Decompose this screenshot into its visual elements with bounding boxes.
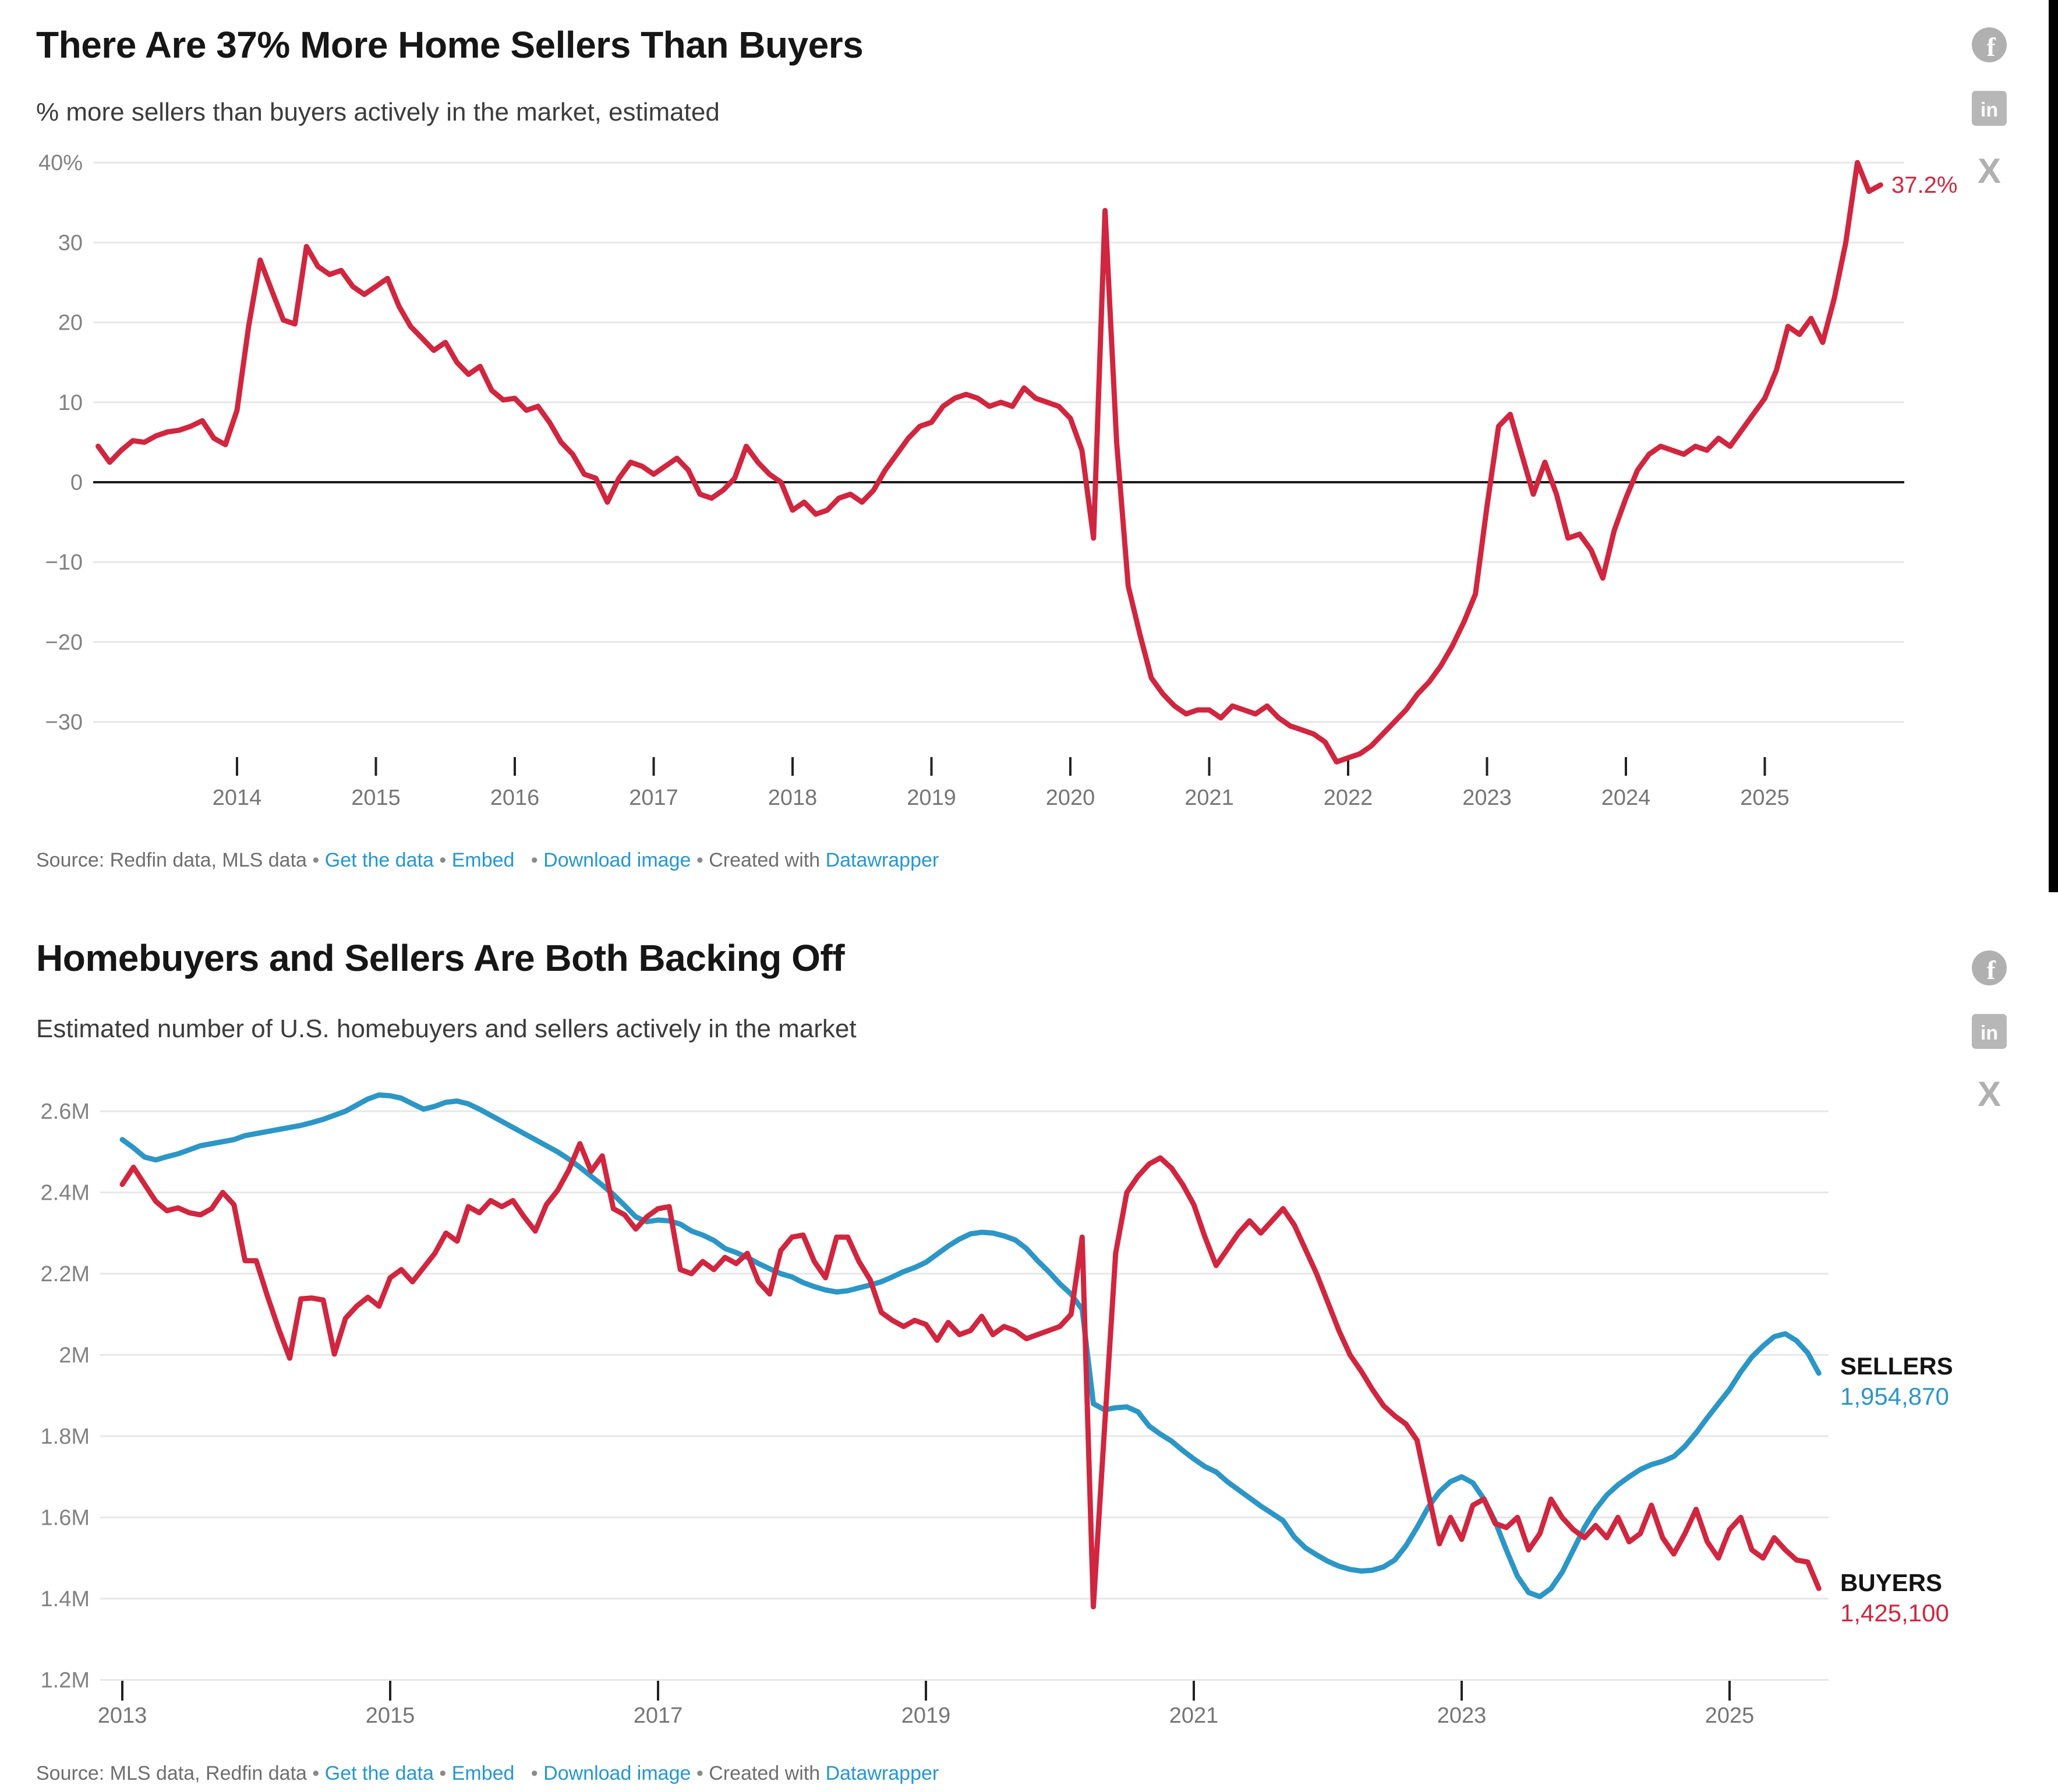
y-tick-label: 20	[58, 311, 83, 335]
y-tick-label: 10	[58, 391, 83, 415]
download-image-link[interactable]: Download image	[543, 849, 691, 871]
x-tick-label: 2013	[98, 1703, 147, 1728]
x-icon[interactable]: X	[1972, 154, 2007, 189]
chart1-subtitle: % more sellers than buyers actively in t…	[36, 98, 720, 126]
source-text: Source: Redfin data, MLS data	[36, 849, 307, 871]
y-tick-label: 2.2M	[41, 1262, 90, 1286]
pct-more-sellers-than-buyers-line	[96, 160, 1883, 765]
x-tick-label: 2014	[213, 786, 262, 810]
buyers-series-label: BUYERS	[1840, 1569, 1943, 1596]
x-tick-label: 2015	[351, 786, 401, 810]
x-tick-label: 2019	[901, 1703, 951, 1728]
chart2-footer: Source: MLS data, Redfin data • Get the …	[36, 1762, 939, 1784]
embed-link[interactable]: Embed	[451, 1762, 515, 1784]
chart2-title: Homebuyers and Sellers Are Both Backing …	[36, 937, 845, 979]
y-tick-label: 1.4M	[41, 1587, 90, 1611]
y-tick-label: 1.6M	[41, 1506, 90, 1531]
svg-text:X: X	[1978, 154, 2001, 189]
download-image-link[interactable]: Download image	[543, 1762, 691, 1784]
x-icon[interactable]: X	[1972, 1077, 2007, 1112]
y-tick-label: −20	[45, 630, 83, 655]
y-tick-label: 1.8M	[41, 1425, 90, 1449]
get-the-data-link[interactable]: Get the data	[324, 849, 434, 871]
linkedin-icon[interactable]: in	[1972, 1014, 2007, 1049]
x-tick-label: 2023	[1437, 1703, 1487, 1728]
x-tick-label: 2025	[1705, 1703, 1755, 1728]
chart2-subtitle: Estimated number of U.S. homebuyers and …	[36, 1015, 857, 1043]
y-tick-label: 1.2M	[41, 1669, 90, 1693]
source-text: Source: MLS data, Redfin data	[36, 1762, 307, 1784]
y-tick-label: 40%	[38, 151, 83, 175]
x-tick-label: 2025	[1740, 786, 1790, 810]
get-the-data-link[interactable]: Get the data	[324, 1762, 434, 1784]
y-tick-label: 2M	[59, 1344, 90, 1368]
sellers-series-label: SELLERS	[1840, 1352, 1953, 1380]
created-with-text: Created with	[709, 849, 821, 871]
buyers-series-value: 1,425,100	[1840, 1599, 1949, 1627]
y-tick-label: 2.6M	[41, 1100, 90, 1124]
x-tick-label: 2021	[1184, 786, 1234, 810]
chart1-title: There Are 37% More Home Sellers Than Buy…	[36, 24, 864, 66]
x-tick-label: 2019	[907, 786, 956, 810]
datawrapper-link[interactable]: Datawrapper	[825, 849, 939, 871]
embed-link[interactable]: Embed	[451, 849, 515, 871]
x-tick-label: 2016	[490, 786, 540, 810]
chart1-footer: Source: Redfin data, MLS data • Get the …	[36, 849, 939, 871]
x-tick-label: 2018	[768, 786, 818, 810]
x-tick-label: 2017	[634, 1703, 683, 1728]
y-tick-label: −30	[45, 711, 83, 735]
screen-edge	[2049, 0, 2058, 892]
svg-text:X: X	[1978, 1077, 2001, 1112]
facebook-icon[interactable]: f	[1972, 950, 2007, 985]
x-tick-label: 2017	[629, 786, 678, 810]
buyers-line	[119, 1141, 1822, 1610]
y-tick-label: 0	[70, 471, 83, 495]
top-chart-end-label: 37.2%	[1891, 172, 1958, 198]
linkedin-icon[interactable]: in	[1972, 91, 2007, 126]
created-with-text: Created with	[709, 1762, 821, 1784]
svg-text:f: f	[1986, 955, 1996, 985]
facebook-icon[interactable]: f	[1972, 27, 2007, 62]
svg-text:in: in	[1981, 99, 1998, 121]
x-tick-label: 2015	[366, 1703, 415, 1728]
datawrapper-link[interactable]: Datawrapper	[825, 1762, 939, 1784]
x-tick-label: 2023	[1462, 786, 1512, 810]
svg-text:in: in	[1981, 1022, 1998, 1044]
x-tick-label: 2021	[1169, 1703, 1219, 1728]
x-tick-label: 2020	[1046, 786, 1095, 810]
sellers-series-value: 1,954,870	[1840, 1383, 1949, 1410]
x-tick-label: 2024	[1601, 786, 1651, 810]
y-tick-label: 2.4M	[41, 1181, 90, 1206]
x-tick-label: 2022	[1324, 786, 1373, 810]
y-tick-label: 30	[58, 231, 83, 255]
svg-text:f: f	[1986, 32, 1996, 62]
y-tick-label: −10	[45, 550, 83, 575]
sellers-line	[119, 1092, 1822, 1599]
